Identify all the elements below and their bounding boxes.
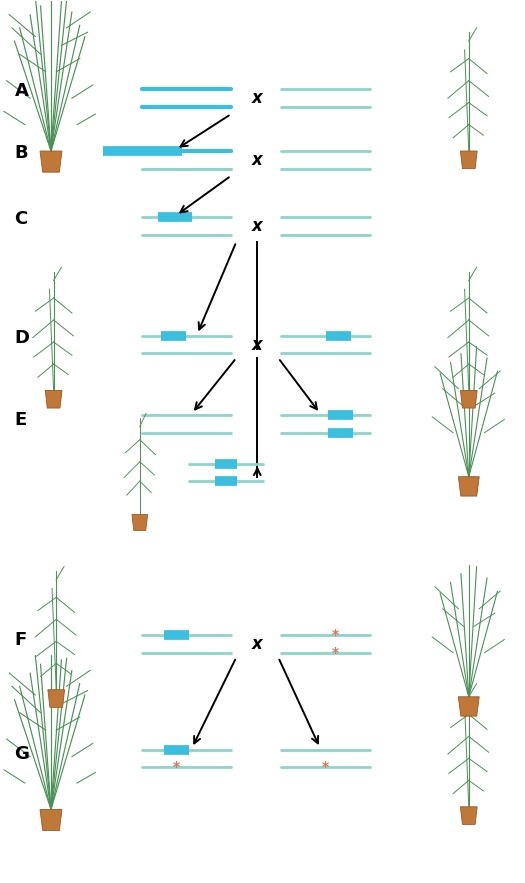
Text: *: * (322, 760, 329, 774)
Polygon shape (458, 697, 479, 716)
Polygon shape (40, 810, 62, 831)
Text: A: A (15, 82, 28, 101)
Polygon shape (48, 690, 65, 707)
Polygon shape (40, 151, 62, 172)
Text: E: E (15, 411, 27, 428)
Text: x: x (252, 336, 262, 354)
Polygon shape (458, 477, 479, 496)
Text: F: F (15, 630, 27, 649)
Polygon shape (132, 515, 148, 531)
Text: x: x (252, 635, 262, 653)
Text: C: C (15, 210, 28, 228)
Polygon shape (45, 390, 62, 408)
Text: x: x (252, 217, 262, 235)
Text: D: D (15, 328, 29, 347)
Text: *: * (173, 760, 180, 774)
Text: B: B (15, 144, 28, 162)
Text: x: x (252, 151, 262, 169)
Text: x: x (252, 89, 262, 107)
Polygon shape (460, 807, 477, 825)
Text: *: * (332, 645, 339, 660)
Polygon shape (460, 151, 477, 169)
Text: *: * (332, 628, 339, 642)
Polygon shape (460, 390, 477, 408)
Text: G: G (15, 745, 29, 763)
